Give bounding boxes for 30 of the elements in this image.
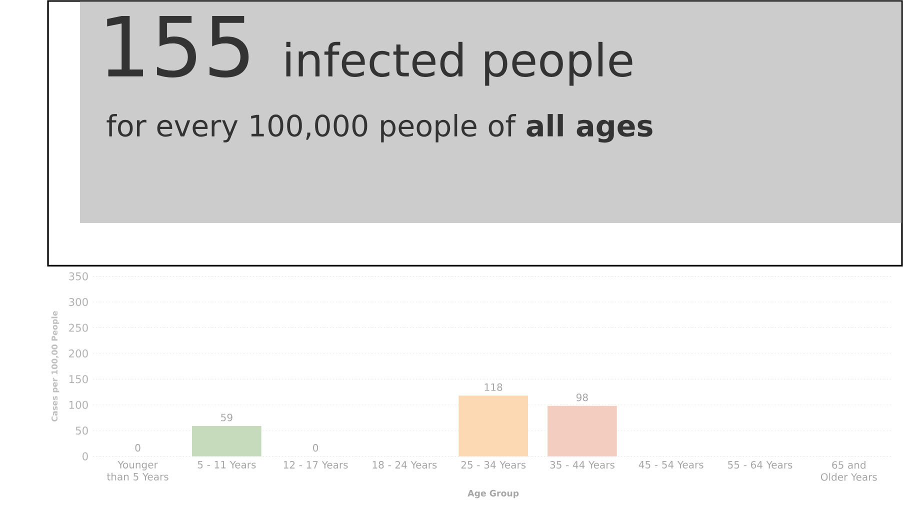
bar	[458, 396, 528, 456]
data-label: 0	[313, 444, 318, 452]
text: for every 100,000 people of all ages	[106, 114, 652, 143]
y-axis-title: Cases per 100,00 People	[51, 311, 60, 422]
data-label: 118	[484, 383, 502, 391]
y-tick-label: 350	[69, 272, 88, 280]
x-tick-label: 18 - 24 Years	[372, 461, 437, 469]
text: infected people	[286, 42, 632, 86]
x-tick-label: Younger than 5 Years	[106, 461, 168, 480]
data-label: 0	[135, 444, 140, 452]
x-tick-label: 65 and Older Years	[820, 461, 877, 481]
y-tick-label: 50	[76, 426, 88, 435]
data-label: 59	[221, 414, 232, 422]
y-tick-label: 250	[69, 324, 88, 332]
x-tick-label: 25 - 34 Years	[461, 461, 526, 469]
y-tick-label: 0	[82, 452, 88, 460]
data-label: 98	[576, 394, 588, 402]
bar	[548, 406, 617, 456]
y-tick-label: 300	[69, 298, 88, 306]
y-tick-label: 150	[69, 375, 88, 384]
x-tick-label: 35 - 44 Years	[550, 461, 614, 469]
x-axis-title: Age Group	[468, 490, 519, 498]
text: 155	[107, 16, 249, 78]
bar	[192, 426, 262, 456]
x-tick-label: 45 - 54 Years	[638, 461, 704, 468]
x-tick-label: 5 - 11 Years	[198, 461, 256, 468]
y-tick-label: 100	[69, 400, 88, 409]
y-tick-label: 200	[69, 349, 88, 358]
x-tick-label: 55 - 64 Years	[728, 461, 792, 469]
x-tick-label: 12 - 17 Years	[284, 461, 348, 469]
